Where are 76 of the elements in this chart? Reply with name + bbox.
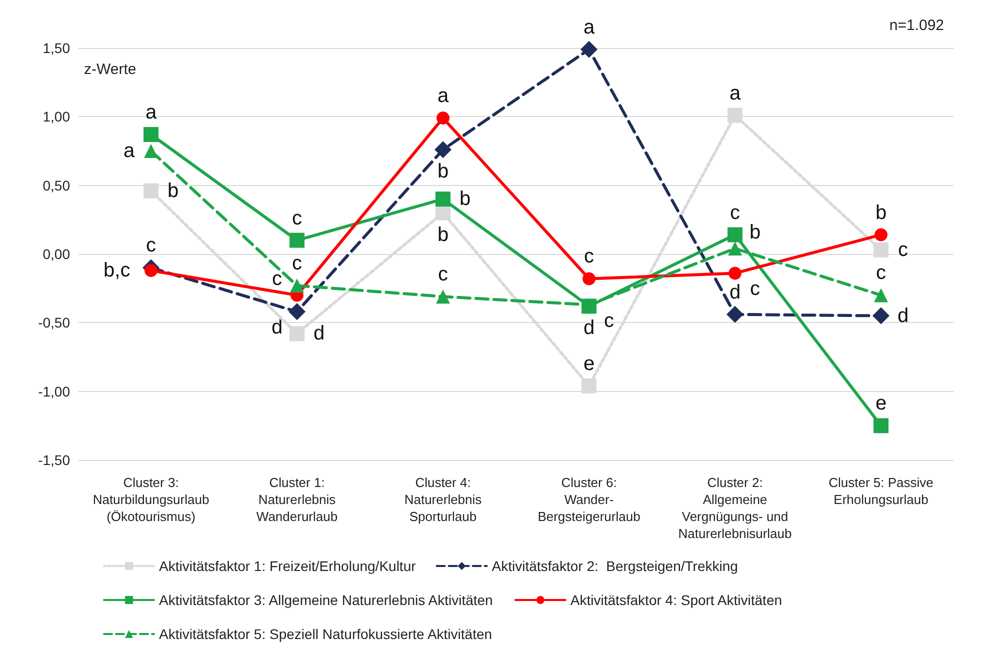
point: [144, 264, 158, 277]
annotation: c: [272, 268, 282, 290]
legend-label: Aktivitätsfaktor 5: Speziell Naturfokussierte Aktivitäten: [159, 626, 492, 642]
x-tick-label: Cluster 5: Passive Erholungsurlaub: [828, 475, 934, 507]
annotation: b: [437, 160, 449, 183]
annotation: a: [145, 102, 158, 124]
point: [874, 418, 888, 434]
annotation: c: [292, 207, 302, 230]
text: n=1.092: [889, 17, 944, 34]
point: [874, 242, 888, 258]
point: [434, 141, 452, 158]
legend-label: Aktivitätsfaktor 1: Freizeit/Erholung/Kultur: [159, 558, 416, 574]
point: [580, 40, 598, 58]
annotation: a: [123, 140, 136, 162]
annotation: c: [604, 310, 614, 332]
point: [874, 288, 888, 302]
point: [726, 306, 744, 323]
annotation: c: [876, 262, 886, 284]
annotation: a: [437, 85, 450, 108]
annotation: e: [875, 392, 887, 415]
point: [290, 232, 304, 248]
y-tick-label: 0,50: [42, 177, 70, 194]
point: [436, 112, 450, 125]
point: [728, 108, 742, 123]
annotation: e: [583, 352, 595, 375]
legend-label: Aktivitätsfaktor 3: Allgemeine Naturerlebnis Aktivitäten: [159, 592, 493, 608]
y-tick-label: -1,00: [38, 383, 70, 400]
point: [288, 303, 306, 320]
annotation: c: [730, 202, 740, 224]
annotation: c: [898, 238, 908, 261]
annotation: b,c: [104, 259, 130, 282]
x-tick-label: Cluster 2: Allgemeine Vergnügungs- und Naturerlebnisurlaub: [678, 475, 792, 541]
point: [582, 378, 596, 394]
annotation: d: [729, 281, 741, 304]
point: [144, 144, 158, 158]
legend-label: Aktivitätsfaktor 2: Bergsteigen/Trekking: [492, 558, 738, 574]
y-tick-label: 0,00: [42, 246, 70, 262]
y-tick-label: 1,50: [42, 40, 70, 56]
annotation: b: [167, 180, 179, 202]
point: [728, 242, 742, 256]
point: [144, 127, 158, 142]
annotation: d: [313, 322, 325, 345]
annotation: c: [146, 234, 156, 257]
annotation: d: [271, 316, 283, 339]
point: [728, 266, 742, 280]
annotation: c: [438, 264, 448, 286]
annotation: c: [292, 252, 302, 275]
annotation: c: [750, 278, 760, 300]
annotation: b: [749, 222, 761, 244]
annotation: c: [584, 246, 594, 268]
y-tick-label: -1,50: [38, 452, 70, 468]
y-tick-label: 1,00: [42, 108, 70, 125]
point: [874, 228, 888, 242]
x-tick-label: Cluster 6: Wander- Bergsteigerurlaub: [538, 475, 640, 524]
y-axis-title: z-Werte: [84, 61, 136, 78]
point: [290, 326, 304, 342]
point: [582, 272, 596, 286]
point: [290, 278, 304, 293]
point: [436, 205, 450, 220]
point: [872, 307, 890, 324]
point: [436, 192, 450, 207]
y-tick-label: -0,50: [38, 314, 70, 331]
x-tick-label: Cluster 4: Naturerlebnis Sporturlaub: [404, 475, 482, 524]
annotation: b: [437, 224, 449, 246]
point: [436, 290, 450, 304]
x-tick-label: Cluster 1: Naturerlebnis Wanderurlaub: [256, 475, 338, 524]
annotation: b: [459, 188, 471, 210]
annotation: d: [583, 317, 595, 340]
annotation: b: [875, 202, 887, 224]
annotation: a: [583, 16, 596, 38]
legend-label: Aktivitätsfaktor 4: Sport Aktivitäten: [570, 592, 782, 608]
point: [728, 227, 742, 242]
point: [144, 183, 158, 198]
annotation: a: [729, 82, 742, 104]
x-tick-label: Cluster 3: Naturbildungsurlaub (Ökotourismus): [92, 475, 210, 524]
annotation: d: [897, 304, 909, 327]
